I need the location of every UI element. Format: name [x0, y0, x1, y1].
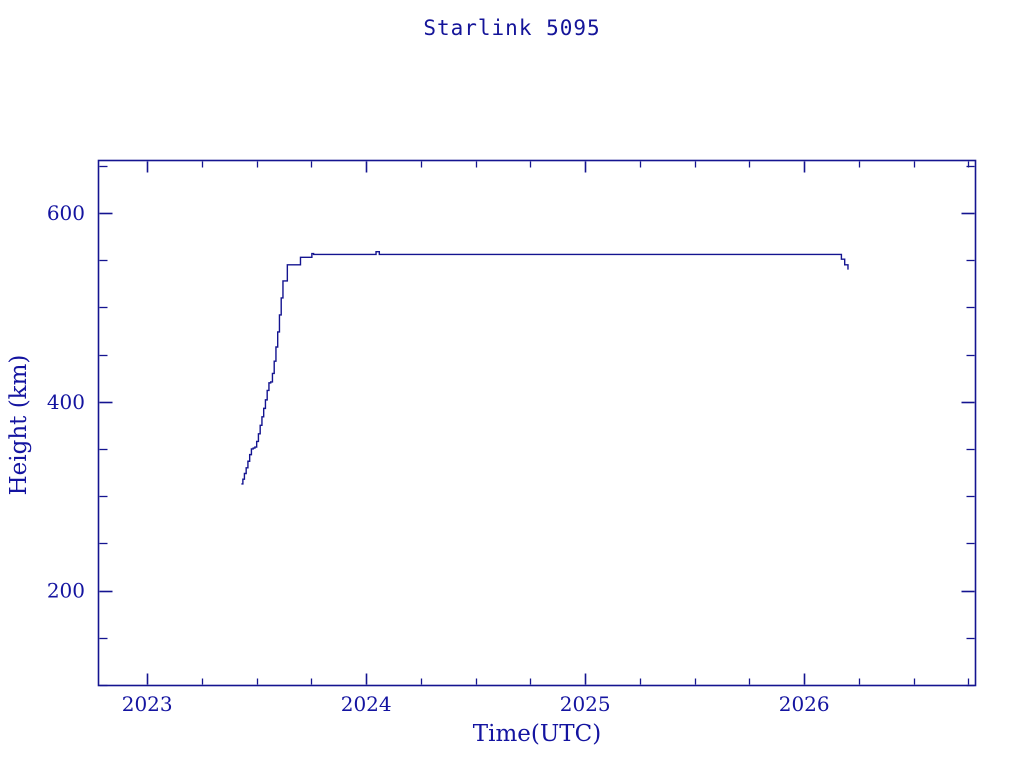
y-axis-label: Height (km) [6, 355, 32, 496]
y-axis-tick-labels: 200 400 600 [47, 201, 85, 603]
plot-frame [97, 159, 977, 687]
x-tick-label: 2025 [560, 692, 611, 716]
page-title: Starlink 5095 [423, 16, 601, 40]
x-axis-ticks [146, 161, 970, 685]
y-axis-ticks [99, 165, 975, 687]
x-tick-label: 2023 [122, 692, 173, 716]
y-tick-label: 600 [47, 201, 85, 225]
y-tick-label: 200 [47, 579, 85, 603]
x-tick-label: 2026 [779, 692, 830, 716]
height-series-line [241, 250, 849, 485]
x-axis-tick-labels: 2023 2024 2025 2026 [122, 692, 830, 716]
x-axis-label: Time(UTC) [473, 721, 601, 747]
plot-border [97, 159, 977, 687]
x-tick-label: 2024 [341, 692, 392, 716]
y-tick-label: 400 [47, 390, 85, 414]
